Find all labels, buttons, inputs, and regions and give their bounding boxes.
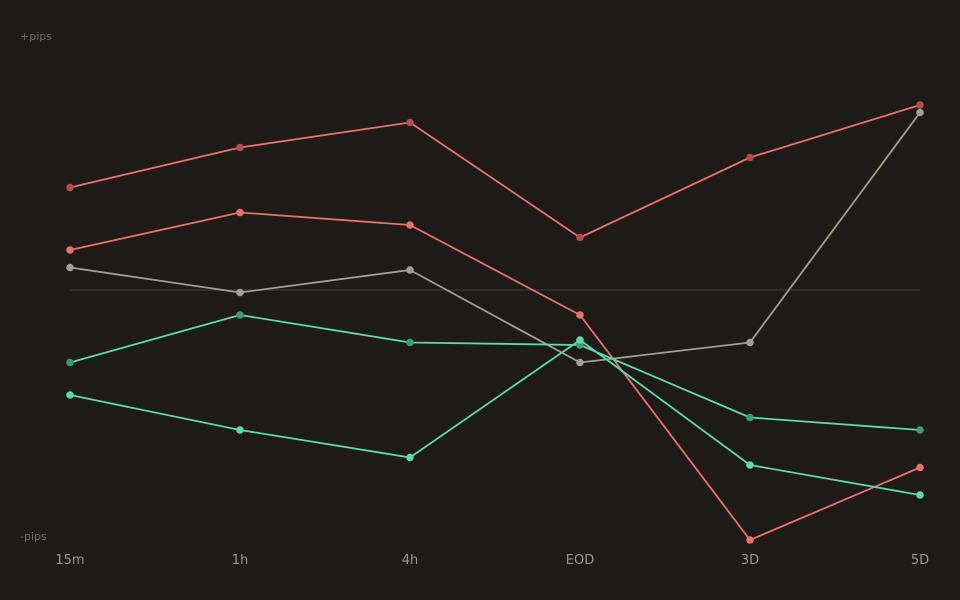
data-point [916,108,924,117]
data-point [236,208,244,217]
data-point [406,338,414,347]
data-point [236,311,244,319]
data-point [916,463,924,472]
data-point [236,288,244,297]
data-point [66,246,74,254]
data-point [236,426,244,434]
data-point [576,336,584,344]
data-point [66,183,74,192]
data-point [406,266,414,274]
x-tick-label: EOD [566,553,594,568]
data-point [746,461,754,469]
data-point [746,536,754,544]
series-4 [66,311,924,434]
x-tick-label: 3D [741,553,759,568]
x-axis-ticks: 15m 1h 4h EOD 3D 5D [55,553,929,568]
data-point [916,101,924,109]
series-2 [66,208,924,544]
series-layer [66,101,924,544]
x-tick-label: 1h [232,553,249,568]
series-line [69,104,921,239]
data-point [746,413,754,422]
y-axis-top-label: +pips [20,30,52,43]
series-line [69,211,921,541]
data-point [746,338,754,347]
data-point [576,233,584,242]
series-3 [66,108,924,367]
x-tick-label: 4h [402,553,419,568]
data-point [66,358,74,367]
data-point [66,263,74,272]
series-line [69,314,921,431]
x-tick-label: 5D [911,553,929,568]
data-point [66,391,74,399]
data-point [746,153,754,162]
x-tick-label: 15m [55,553,84,568]
data-point [406,453,414,462]
data-point [916,426,924,434]
y-axis-bottom-label: -pips [20,530,47,543]
data-point [236,143,244,152]
data-point [406,221,414,229]
series-5 [66,336,924,499]
series-line [69,339,921,496]
data-point [576,311,584,319]
series-line [69,111,921,364]
data-point [406,118,414,127]
data-point [576,358,584,367]
data-point [916,491,924,499]
series-1 [66,101,924,242]
